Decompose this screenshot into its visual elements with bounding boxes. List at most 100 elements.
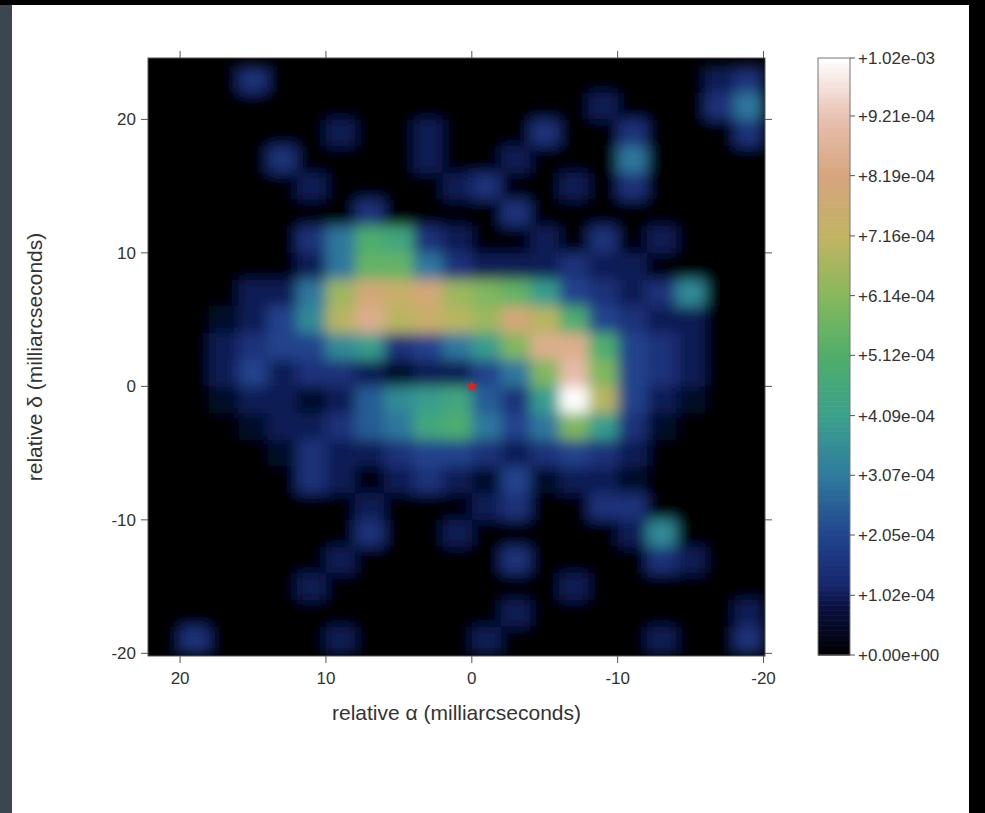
heat-cell xyxy=(413,493,443,520)
heat-cell xyxy=(209,119,239,146)
heat-cell xyxy=(268,119,298,146)
heat-cell xyxy=(326,493,356,520)
heat-cell xyxy=(472,386,502,413)
heat-cell xyxy=(326,253,356,280)
y-tick xyxy=(141,386,148,387)
x-tick xyxy=(471,656,472,663)
heat-cell xyxy=(443,146,473,173)
heat-cell xyxy=(559,493,589,520)
colorbar-swatch xyxy=(818,247,850,253)
heat-cell xyxy=(676,146,706,173)
heat-cell xyxy=(384,600,414,627)
heat-cell xyxy=(705,547,735,574)
heat-cell xyxy=(676,333,706,360)
heat-cell xyxy=(268,306,298,333)
colorbar-swatch xyxy=(818,560,850,566)
colorbar-swatch xyxy=(818,471,850,477)
heat-cell xyxy=(734,600,764,627)
heat-cell xyxy=(180,66,210,93)
heat-cell xyxy=(734,360,764,387)
heat-cell xyxy=(501,306,531,333)
heat-cell xyxy=(180,226,210,253)
heat-cell xyxy=(589,573,619,600)
heat-cell xyxy=(268,386,298,413)
heat-cell xyxy=(326,547,356,574)
heat-cell xyxy=(355,173,385,200)
heat-cell xyxy=(647,386,677,413)
heat-cell xyxy=(238,547,268,574)
heat-cell xyxy=(297,413,327,440)
heat-cell xyxy=(326,226,356,253)
colorbar-swatch xyxy=(818,426,850,432)
colorbar-swatch xyxy=(818,277,850,283)
colorbar-swatch xyxy=(818,516,850,522)
heat-cell xyxy=(618,547,648,574)
heat-cell xyxy=(676,119,706,146)
heat-cell xyxy=(151,253,181,280)
heat-cell xyxy=(384,520,414,547)
colorbar-swatch xyxy=(818,88,850,94)
heat-cell xyxy=(676,93,706,120)
heat-cell xyxy=(268,199,298,226)
colorbar-swatch xyxy=(818,511,850,517)
heat-cell xyxy=(180,173,210,200)
colorbar-swatch xyxy=(818,411,850,417)
heat-cell xyxy=(268,547,298,574)
heat-cell xyxy=(647,493,677,520)
heat-cell xyxy=(501,93,531,120)
colorbar-swatch xyxy=(818,357,850,363)
heat-cell xyxy=(238,627,268,654)
heat-cell xyxy=(384,226,414,253)
heat-cell xyxy=(618,66,648,93)
heat-cell xyxy=(734,146,764,173)
colorbar-tick-label: +8.19e-04 xyxy=(858,167,935,186)
heat-cell xyxy=(501,413,531,440)
heat-cell xyxy=(501,333,531,360)
heat-cell xyxy=(559,306,589,333)
colorbar-swatch xyxy=(818,635,850,641)
heat-cell xyxy=(530,146,560,173)
colorbar-swatch xyxy=(818,416,850,422)
heat-cell xyxy=(355,493,385,520)
heat-cell xyxy=(180,199,210,226)
y-tick-right xyxy=(765,252,772,253)
y-tick xyxy=(141,119,148,120)
heat-cell xyxy=(618,627,648,654)
colorbar-swatch xyxy=(818,590,850,596)
heat-cell xyxy=(589,306,619,333)
heat-cell xyxy=(326,386,356,413)
heat-cell xyxy=(676,573,706,600)
heat-cell xyxy=(297,520,327,547)
heat-cell xyxy=(501,493,531,520)
heat-cell xyxy=(618,306,648,333)
heat-cell xyxy=(413,253,443,280)
heat-cell xyxy=(647,306,677,333)
colorbar-swatch xyxy=(818,451,850,457)
x-tick xyxy=(325,656,326,663)
heat-cell xyxy=(209,306,239,333)
heat-cell xyxy=(209,573,239,600)
heat-cell xyxy=(647,627,677,654)
heat-cell xyxy=(297,253,327,280)
heat-cell xyxy=(151,226,181,253)
x-tick-label: 20 xyxy=(171,669,190,688)
heat-cell xyxy=(326,627,356,654)
heat-cell xyxy=(501,627,531,654)
x-tick-top xyxy=(471,51,472,58)
heat-cell xyxy=(238,333,268,360)
colorbar-swatch xyxy=(818,172,850,178)
colorbar-swatch xyxy=(818,103,850,109)
heat-cell xyxy=(355,360,385,387)
heat-cell xyxy=(297,66,327,93)
heat-cell xyxy=(589,493,619,520)
heat-cell xyxy=(676,520,706,547)
heat-cell xyxy=(268,627,298,654)
colorbar-swatch xyxy=(818,312,850,318)
heat-cell xyxy=(238,573,268,600)
heat-cell xyxy=(618,93,648,120)
heat-cell xyxy=(647,173,677,200)
heat-cell xyxy=(705,440,735,467)
heat-cell xyxy=(589,119,619,146)
colorbar-swatch xyxy=(818,123,850,129)
heat-cell xyxy=(559,360,589,387)
